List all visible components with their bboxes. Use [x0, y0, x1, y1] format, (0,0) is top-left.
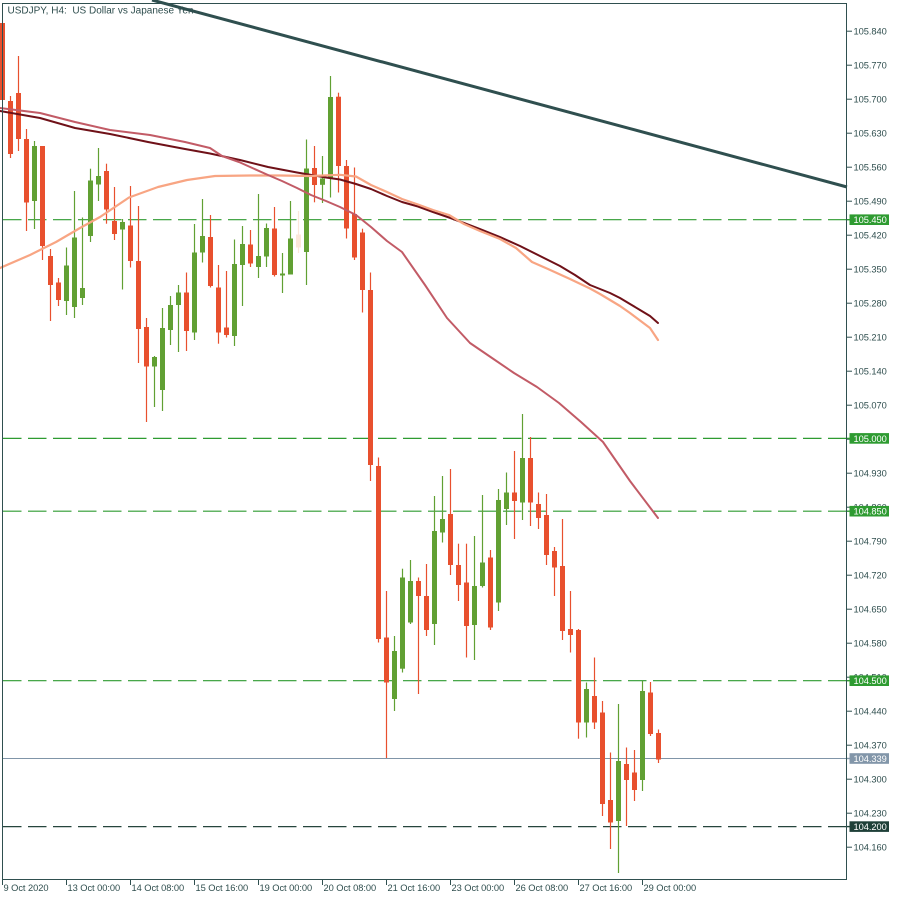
svg-text:105.700: 105.700: [854, 95, 887, 105]
svg-text:104.370: 104.370: [854, 741, 887, 751]
svg-text:104.850: 104.850: [854, 507, 887, 517]
svg-text:9 Oct 2020: 9 Oct 2020: [4, 883, 49, 893]
svg-text:104.650: 104.650: [854, 605, 887, 615]
svg-text:105.490: 105.490: [854, 197, 887, 207]
svg-text:14 Oct 08:00: 14 Oct 08:00: [132, 883, 185, 893]
svg-text:15 Oct 16:00: 15 Oct 16:00: [196, 883, 249, 893]
svg-text:104.300: 104.300: [854, 775, 887, 785]
svg-text:104.339: 104.339: [854, 754, 887, 764]
svg-text:104.160: 104.160: [854, 843, 887, 853]
svg-text:105.350: 105.350: [854, 265, 887, 275]
svg-text:21 Oct 16:00: 21 Oct 16:00: [388, 883, 441, 893]
svg-text:27 Oct 16:00: 27 Oct 16:00: [580, 883, 633, 893]
svg-text:105.420: 105.420: [854, 231, 887, 241]
svg-text:104.790: 104.790: [854, 537, 887, 547]
svg-text:104.500: 104.500: [854, 676, 887, 686]
svg-text:29 Oct 00:00: 29 Oct 00:00: [644, 883, 697, 893]
svg-text:20 Oct 08:00: 20 Oct 08:00: [324, 883, 377, 893]
svg-text:104.230: 104.230: [854, 809, 887, 819]
svg-text:104.200: 104.200: [854, 822, 887, 832]
svg-text:105.280: 105.280: [854, 299, 887, 309]
svg-text:105.450: 105.450: [854, 215, 887, 225]
svg-text:105.070: 105.070: [854, 401, 887, 411]
svg-text:104.580: 104.580: [854, 639, 887, 649]
svg-text:19 Oct 00:00: 19 Oct 00:00: [260, 883, 313, 893]
svg-text:105.840: 105.840: [854, 27, 887, 37]
svg-text:26 Oct 08:00: 26 Oct 08:00: [516, 883, 569, 893]
svg-text:104.440: 104.440: [854, 707, 887, 717]
svg-text:13 Oct 00:00: 13 Oct 00:00: [68, 883, 121, 893]
svg-text:USDJPY, H4: US Dollar vs Japa: USDJPY, H4: US Dollar vs Japanese Yen: [8, 6, 194, 17]
svg-text:105.000: 105.000: [854, 434, 887, 444]
svg-text:105.630: 105.630: [854, 129, 887, 139]
svg-text:104.930: 104.930: [854, 469, 887, 479]
svg-text:105.560: 105.560: [854, 163, 887, 173]
svg-text:23 Oct 00:00: 23 Oct 00:00: [452, 883, 505, 893]
svg-text:105.140: 105.140: [854, 367, 887, 377]
svg-text:105.770: 105.770: [854, 61, 887, 71]
svg-text:104.720: 104.720: [854, 571, 887, 581]
svg-text:105.210: 105.210: [854, 333, 887, 343]
